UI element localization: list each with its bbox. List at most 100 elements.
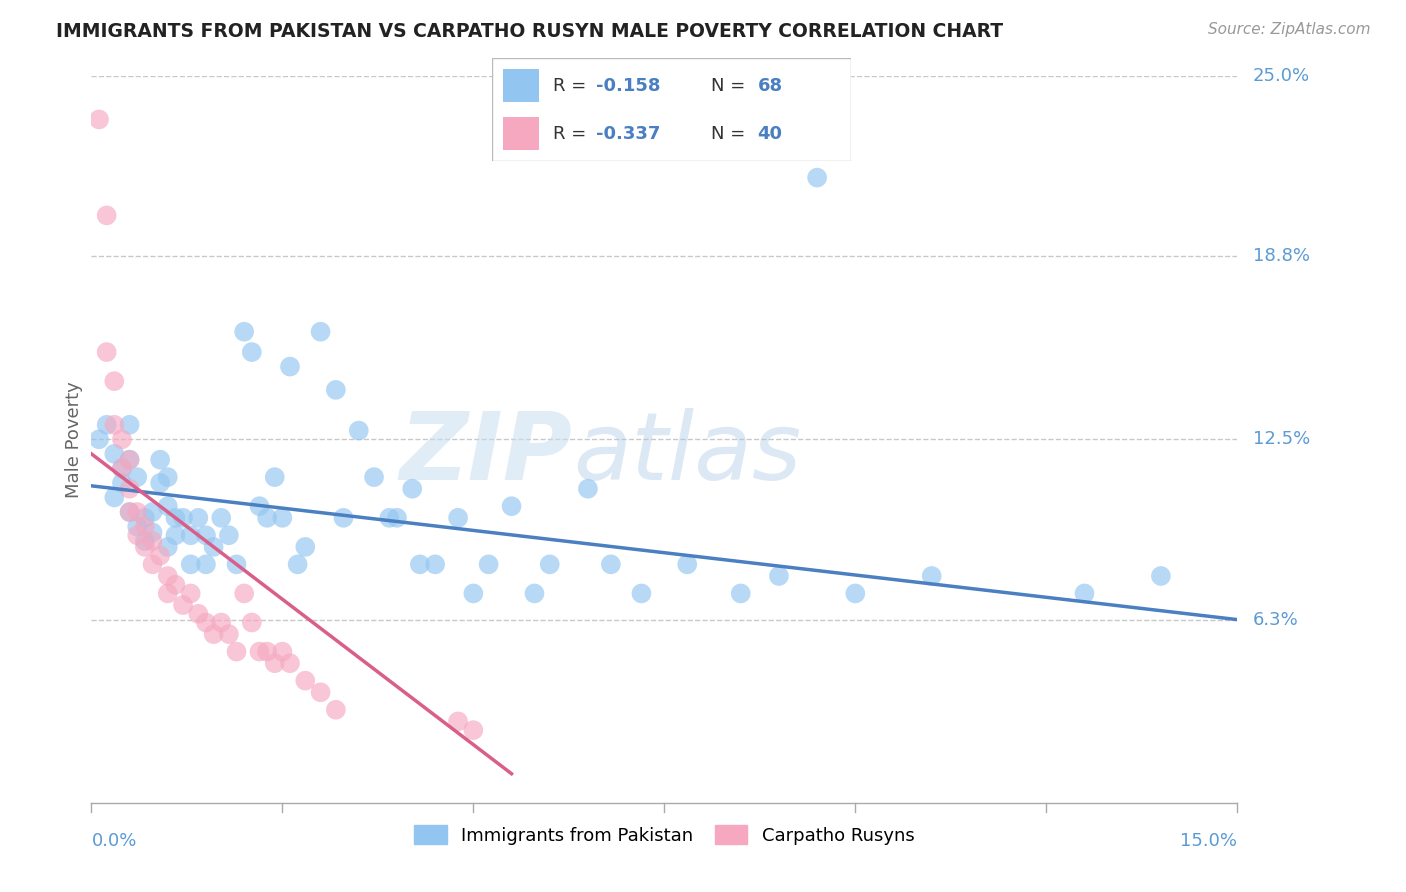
Text: ZIP: ZIP xyxy=(399,408,572,500)
Point xyxy=(271,511,294,525)
Point xyxy=(287,558,309,572)
Point xyxy=(423,558,446,572)
Point xyxy=(240,345,263,359)
Legend: Immigrants from Pakistan, Carpatho Rusyns: Immigrants from Pakistan, Carpatho Rusyn… xyxy=(406,818,922,852)
Point xyxy=(156,569,179,583)
Point xyxy=(141,505,163,519)
Point xyxy=(156,499,179,513)
Point xyxy=(141,525,163,540)
Point xyxy=(202,540,225,554)
Point xyxy=(599,558,621,572)
Point xyxy=(325,383,347,397)
FancyBboxPatch shape xyxy=(503,118,538,150)
Point xyxy=(209,615,232,630)
Point xyxy=(294,540,316,554)
Point xyxy=(194,528,217,542)
Point xyxy=(111,475,134,490)
Point xyxy=(156,586,179,600)
Text: N =: N = xyxy=(711,77,751,95)
Point xyxy=(225,558,247,572)
Text: 25.0%: 25.0% xyxy=(1253,67,1309,85)
Point xyxy=(447,714,470,729)
Point xyxy=(149,452,172,467)
Point xyxy=(309,685,332,699)
Text: R =: R = xyxy=(553,77,592,95)
Point xyxy=(401,482,423,496)
Point xyxy=(309,325,332,339)
Point xyxy=(103,374,125,388)
Point xyxy=(96,417,118,432)
Text: R =: R = xyxy=(553,125,592,143)
Point xyxy=(118,505,141,519)
Point xyxy=(172,598,194,612)
Point xyxy=(844,586,866,600)
Point xyxy=(111,461,134,475)
Point xyxy=(676,558,699,572)
Text: Source: ZipAtlas.com: Source: ZipAtlas.com xyxy=(1208,22,1371,37)
Point xyxy=(463,586,485,600)
Point xyxy=(103,417,125,432)
Text: -0.158: -0.158 xyxy=(596,77,661,95)
Y-axis label: Male Poverty: Male Poverty xyxy=(65,381,83,498)
Point xyxy=(768,569,790,583)
Point xyxy=(127,519,149,533)
Point xyxy=(730,586,752,600)
Point xyxy=(118,417,141,432)
Point xyxy=(233,586,256,600)
Point xyxy=(172,511,194,525)
Point xyxy=(194,558,217,572)
Point xyxy=(523,586,546,600)
Point xyxy=(149,549,172,563)
Point xyxy=(233,325,256,339)
Point xyxy=(278,359,301,374)
Point xyxy=(325,703,347,717)
Point xyxy=(225,644,247,658)
Point xyxy=(141,534,163,549)
Point xyxy=(294,673,316,688)
Point xyxy=(180,558,202,572)
Text: IMMIGRANTS FROM PAKISTAN VS CARPATHO RUSYN MALE POVERTY CORRELATION CHART: IMMIGRANTS FROM PAKISTAN VS CARPATHO RUS… xyxy=(56,22,1004,41)
Point xyxy=(263,470,285,484)
Point xyxy=(118,482,141,496)
Text: N =: N = xyxy=(711,125,751,143)
Point xyxy=(256,644,278,658)
Point xyxy=(118,452,141,467)
Point xyxy=(378,511,401,525)
Text: 68: 68 xyxy=(758,77,783,95)
Point xyxy=(127,505,149,519)
Point xyxy=(118,505,141,519)
Point xyxy=(921,569,943,583)
Point xyxy=(127,528,149,542)
Point xyxy=(194,615,217,630)
Point xyxy=(96,345,118,359)
Point xyxy=(363,470,385,484)
Point xyxy=(141,558,163,572)
Point xyxy=(134,540,156,554)
Point xyxy=(385,511,408,525)
Point xyxy=(134,519,156,533)
Text: atlas: atlas xyxy=(572,409,801,500)
Point xyxy=(103,491,125,505)
Text: 18.8%: 18.8% xyxy=(1253,247,1309,265)
Point xyxy=(501,499,523,513)
Point xyxy=(165,578,187,592)
Point xyxy=(103,447,125,461)
Point xyxy=(271,644,294,658)
FancyBboxPatch shape xyxy=(503,70,538,102)
Point xyxy=(187,607,209,621)
Point xyxy=(409,558,432,572)
FancyBboxPatch shape xyxy=(492,58,851,161)
Point xyxy=(478,558,501,572)
Point xyxy=(156,540,179,554)
Point xyxy=(263,657,285,671)
Text: -0.337: -0.337 xyxy=(596,125,661,143)
Point xyxy=(538,558,561,572)
Point xyxy=(187,511,209,525)
Point xyxy=(278,657,301,671)
Point xyxy=(218,627,240,641)
Text: 0.0%: 0.0% xyxy=(91,832,136,850)
Point xyxy=(1073,586,1095,600)
Point xyxy=(180,528,202,542)
Point xyxy=(180,586,202,600)
Point xyxy=(256,511,278,525)
